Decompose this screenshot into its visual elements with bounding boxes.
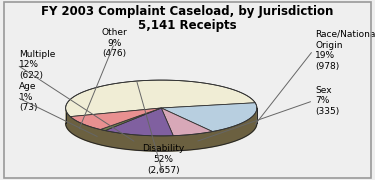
- Text: Other
9%
(476): Other 9% (476): [102, 28, 127, 58]
- Text: 5,141 Receipts: 5,141 Receipts: [138, 19, 237, 32]
- Polygon shape: [66, 109, 70, 132]
- Text: Race/National
Origin
19%
(978): Race/National Origin 19% (978): [315, 30, 375, 71]
- Text: Age
1%
(73): Age 1% (73): [19, 82, 37, 112]
- Polygon shape: [100, 108, 161, 130]
- Polygon shape: [66, 108, 257, 151]
- Polygon shape: [70, 108, 161, 129]
- Polygon shape: [105, 130, 173, 151]
- Text: Disability
52%
(2,657): Disability 52% (2,657): [142, 144, 184, 175]
- Polygon shape: [66, 95, 257, 151]
- Polygon shape: [100, 129, 105, 146]
- Polygon shape: [213, 108, 257, 147]
- Text: Sex
7%
(335): Sex 7% (335): [315, 86, 339, 116]
- Polygon shape: [105, 108, 173, 136]
- Polygon shape: [161, 103, 257, 132]
- Polygon shape: [70, 117, 100, 145]
- Text: FY 2003 Complaint Caseload, by Jurisdiction: FY 2003 Complaint Caseload, by Jurisdict…: [41, 4, 334, 17]
- Polygon shape: [66, 80, 255, 117]
- Polygon shape: [173, 132, 213, 151]
- Text: Multiple
12%
(622): Multiple 12% (622): [19, 50, 55, 80]
- Polygon shape: [161, 108, 213, 136]
